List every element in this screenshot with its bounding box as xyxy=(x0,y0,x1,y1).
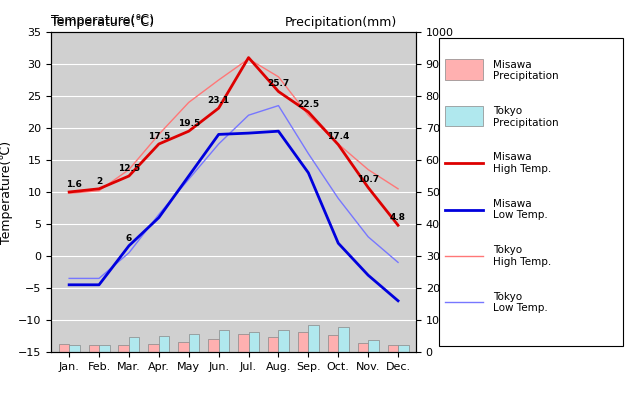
Bar xyxy=(298,332,308,352)
Bar xyxy=(339,327,349,352)
Bar xyxy=(129,337,140,352)
Bar xyxy=(118,345,129,352)
Bar xyxy=(69,345,79,352)
Bar xyxy=(368,340,379,352)
Bar xyxy=(388,345,398,352)
Y-axis label: Temperature(℃): Temperature(℃) xyxy=(0,140,13,244)
Text: 12.5: 12.5 xyxy=(118,164,140,173)
Bar xyxy=(328,335,339,352)
Text: 17.5: 17.5 xyxy=(148,132,170,141)
Bar xyxy=(189,334,199,352)
Text: 4.8: 4.8 xyxy=(390,213,406,222)
Text: Misawa
Precipitation: Misawa Precipitation xyxy=(493,60,559,81)
Bar xyxy=(148,344,159,352)
Text: 22.5: 22.5 xyxy=(298,100,319,109)
Text: Temperature(℃): Temperature(℃) xyxy=(51,14,154,27)
Bar xyxy=(219,330,229,352)
Text: Tokyo
Low Temp.: Tokyo Low Temp. xyxy=(493,292,548,313)
Text: 25.7: 25.7 xyxy=(268,79,289,88)
Text: Misawa
High Temp.: Misawa High Temp. xyxy=(493,152,551,174)
Text: Misawa
Low Temp.: Misawa Low Temp. xyxy=(493,199,548,220)
Text: Precipitation(mm): Precipitation(mm) xyxy=(285,16,397,29)
Bar xyxy=(398,346,408,352)
Text: 2: 2 xyxy=(96,177,102,186)
Bar xyxy=(99,345,109,352)
Text: 10.7: 10.7 xyxy=(357,175,380,184)
Bar xyxy=(59,344,69,352)
Text: 17.4: 17.4 xyxy=(327,132,349,142)
Text: 6: 6 xyxy=(126,234,132,242)
Bar xyxy=(248,332,259,352)
Bar xyxy=(268,337,278,352)
Bar xyxy=(445,106,483,126)
Bar xyxy=(208,339,219,352)
Bar xyxy=(159,336,170,352)
Text: Tokyo
High Temp.: Tokyo High Temp. xyxy=(493,245,551,267)
Text: Temperature(℃): Temperature(℃) xyxy=(51,16,154,29)
Bar xyxy=(278,330,289,352)
Text: 23.1: 23.1 xyxy=(207,96,230,105)
Text: 19.5: 19.5 xyxy=(178,119,200,128)
Bar xyxy=(88,345,99,352)
Text: 1.6: 1.6 xyxy=(66,180,81,189)
Text: Tokyo
Precipitation: Tokyo Precipitation xyxy=(493,106,559,128)
Bar xyxy=(445,59,483,80)
Bar xyxy=(308,325,319,352)
Y-axis label: Precipitation(mm): Precipitation(mm) xyxy=(460,136,472,248)
Bar xyxy=(358,343,368,352)
Bar xyxy=(179,342,189,352)
Bar xyxy=(238,334,248,352)
